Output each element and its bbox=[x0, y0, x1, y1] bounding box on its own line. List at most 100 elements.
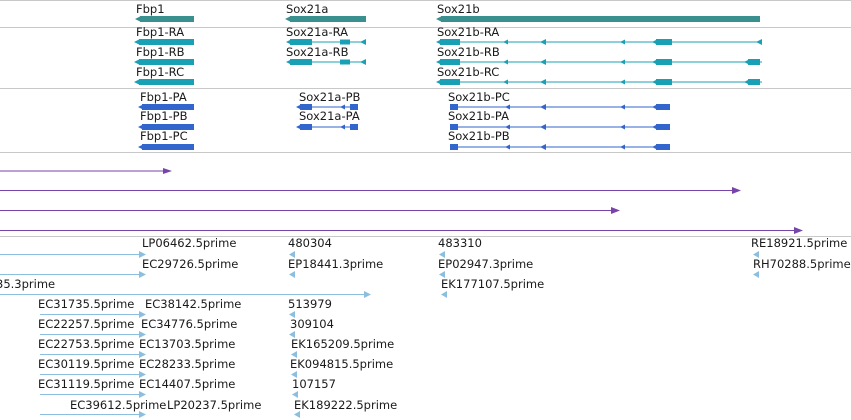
protein-label[interactable]: Sox21a-PB bbox=[299, 90, 361, 104]
est-label[interactable]: EC29726.5prime bbox=[142, 257, 238, 271]
est-label[interactable]: EP18441.3prime bbox=[288, 257, 383, 271]
transcript-feature[interactable] bbox=[436, 39, 762, 45]
est-feature[interactable] bbox=[0, 251, 146, 258]
est-feature[interactable] bbox=[289, 271, 295, 278]
est-label[interactable]: 309104 bbox=[290, 317, 334, 331]
est-label[interactable]: EC34776.5prime bbox=[141, 317, 237, 331]
track-dividers bbox=[0, 0, 851, 237]
est-feature[interactable] bbox=[753, 251, 759, 258]
est-label[interactable]: EC38142.5prime bbox=[145, 297, 241, 311]
transcript-feature[interactable] bbox=[436, 59, 762, 65]
transcript-feature[interactable] bbox=[134, 79, 194, 85]
protein-feature[interactable] bbox=[138, 124, 194, 130]
transcript-label[interactable]: Fbp1-RA bbox=[136, 25, 184, 39]
transcript-feature[interactable] bbox=[286, 59, 366, 65]
protein-feature[interactable] bbox=[450, 144, 670, 150]
protein-label[interactable]: Sox21b-PC bbox=[448, 90, 510, 104]
est-feature[interactable] bbox=[439, 251, 445, 258]
transcript-label[interactable]: Sox21a-RB bbox=[286, 45, 349, 59]
transcript-label[interactable]: Sox21b-RB bbox=[437, 45, 500, 59]
gene-feature[interactable] bbox=[140, 16, 194, 22]
protein-label[interactable]: Fbp1-PC bbox=[140, 129, 188, 143]
gene-label[interactable]: Sox21b bbox=[437, 2, 480, 16]
est-label[interactable]: EC31119.5prime bbox=[38, 377, 134, 391]
est-feature[interactable] bbox=[294, 411, 300, 418]
long-feature[interactable] bbox=[0, 168, 172, 174]
est-label[interactable]: EC22753.5prime bbox=[38, 337, 134, 351]
est-track: LP06462.5prime 480304 483310 RE18921.5pr… bbox=[0, 236, 851, 418]
est-feature[interactable] bbox=[40, 311, 146, 318]
long-feature[interactable] bbox=[0, 227, 803, 234]
est-label[interactable]: 513979 bbox=[288, 297, 332, 311]
est-label[interactable]: EP02947.3prime bbox=[438, 257, 533, 271]
est-label[interactable]: EC39612.5prime bbox=[70, 398, 166, 412]
transcript-track: Fbp1-RA Fbp1-RB Fbp1-RC Sox21a-RA Sox21a… bbox=[134, 25, 762, 85]
long-feature-track bbox=[0, 168, 803, 234]
transcript-feature[interactable] bbox=[134, 39, 194, 45]
est-label[interactable]: EK189222.5prime bbox=[294, 398, 397, 412]
est-label[interactable]: EK177107.5prime bbox=[441, 277, 544, 291]
protein-feature[interactable] bbox=[296, 124, 358, 130]
est-label[interactable]: 35.3prime bbox=[0, 277, 55, 291]
protein-feature[interactable] bbox=[450, 104, 670, 110]
est-label[interactable]: EK165209.5prime bbox=[291, 337, 394, 351]
est-feature[interactable] bbox=[291, 351, 297, 358]
transcript-label[interactable]: Sox21a-RA bbox=[286, 25, 348, 39]
est-label[interactable]: EK094815.5prime bbox=[290, 357, 393, 371]
gene-arrow bbox=[436, 16, 442, 22]
est-label[interactable]: RE18921.5prime bbox=[751, 236, 847, 250]
transcript-feature[interactable] bbox=[134, 59, 194, 65]
est-feature[interactable] bbox=[289, 251, 295, 258]
est-feature[interactable] bbox=[40, 331, 146, 338]
est-feature[interactable] bbox=[291, 371, 297, 378]
protein-feature[interactable] bbox=[450, 124, 670, 130]
est-label[interactable]: 107157 bbox=[292, 377, 336, 391]
est-feature[interactable] bbox=[289, 331, 295, 338]
est-feature[interactable] bbox=[0, 271, 146, 278]
est-label[interactable]: EC14407.5prime bbox=[139, 377, 235, 391]
est-feature[interactable] bbox=[40, 411, 146, 418]
est-feature[interactable] bbox=[0, 291, 371, 298]
est-feature[interactable] bbox=[441, 291, 447, 298]
est-feature[interactable] bbox=[439, 271, 445, 278]
est-label[interactable]: EC30119.5prime bbox=[38, 357, 134, 371]
transcript-feature[interactable] bbox=[436, 79, 762, 85]
gene-arrow bbox=[285, 16, 291, 22]
protein-label[interactable]: Sox21a-PA bbox=[299, 109, 360, 123]
est-label[interactable]: EC22257.5prime bbox=[38, 317, 134, 331]
gene-feature[interactable] bbox=[290, 16, 366, 22]
est-label[interactable]: EC13703.5prime bbox=[139, 337, 235, 351]
protein-feature[interactable] bbox=[138, 144, 194, 150]
gene-label[interactable]: Sox21a bbox=[286, 2, 328, 16]
est-label[interactable]: LP06462.5prime bbox=[142, 236, 236, 250]
protein-label[interactable]: Fbp1-PB bbox=[140, 109, 188, 123]
est-label[interactable]: LP20237.5prime bbox=[167, 398, 261, 412]
est-label[interactable]: 483310 bbox=[438, 236, 482, 250]
est-label[interactable]: EC28233.5prime bbox=[139, 357, 235, 371]
est-feature[interactable] bbox=[40, 371, 146, 378]
transcript-feature[interactable] bbox=[286, 39, 366, 45]
transcript-label[interactable]: Sox21b-RA bbox=[437, 25, 499, 39]
transcript-label[interactable]: Fbp1-RB bbox=[136, 45, 185, 59]
protein-label[interactable]: Sox21b-PA bbox=[448, 109, 509, 123]
protein-feature[interactable] bbox=[296, 104, 358, 110]
est-feature[interactable] bbox=[289, 311, 295, 318]
long-feature[interactable] bbox=[0, 207, 620, 214]
transcript-label[interactable]: Fbp1-RC bbox=[136, 65, 184, 79]
gene-label[interactable]: Fbp1 bbox=[136, 2, 165, 16]
protein-label[interactable]: Sox21b-PB bbox=[448, 129, 510, 143]
protein-feature[interactable] bbox=[138, 104, 194, 110]
est-feature[interactable] bbox=[40, 391, 146, 398]
est-label[interactable]: EC31735.5prime bbox=[38, 297, 134, 311]
est-feature[interactable] bbox=[292, 391, 298, 398]
gene-arrow bbox=[135, 16, 141, 22]
transcript-label[interactable]: Sox21b-RC bbox=[437, 65, 499, 79]
est-label[interactable]: RH70288.5prime bbox=[753, 257, 851, 271]
est-label[interactable]: 480304 bbox=[288, 236, 332, 250]
long-feature[interactable] bbox=[0, 187, 741, 194]
gene-feature[interactable] bbox=[441, 16, 760, 22]
protein-label[interactable]: Fbp1-PA bbox=[140, 90, 187, 104]
est-feature[interactable] bbox=[40, 351, 146, 358]
est-feature[interactable] bbox=[753, 271, 759, 278]
